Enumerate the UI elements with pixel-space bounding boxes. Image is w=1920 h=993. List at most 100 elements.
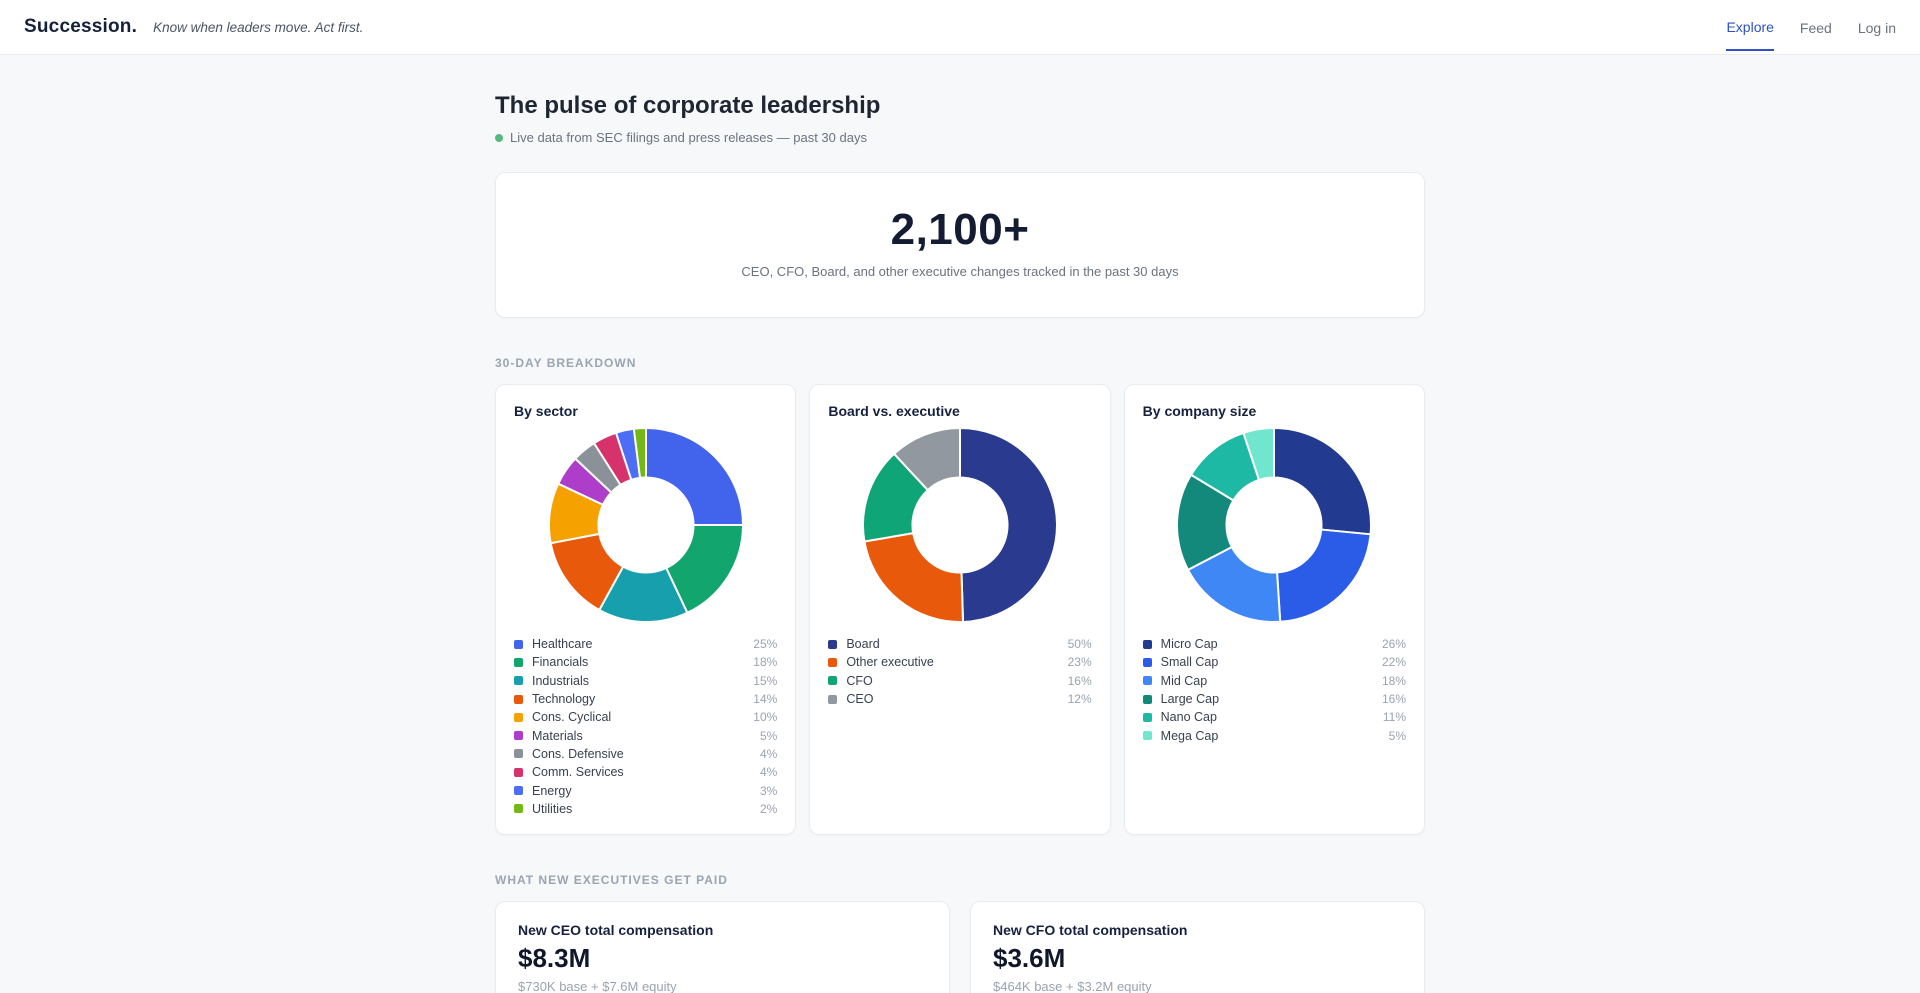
legend-value: 26% [1381, 637, 1406, 652]
donut-slice-ceo [893, 427, 961, 492]
live-data-note: Live data from SEC filings and press rel… [495, 130, 1425, 145]
pay-card-title: New CFO total compensation [993, 921, 1188, 938]
legend-swatch [514, 731, 523, 741]
donut-slice-micro-cap [1273, 427, 1373, 536]
legend-item: Micro Cap 26% [1142, 635, 1406, 653]
legend-value: 4% [759, 765, 778, 780]
legend-item: Large Cap 16% [1142, 690, 1406, 708]
legend-label: Board [846, 637, 880, 652]
top-bar: Succession. Know when leaders move. Act … [0, 0, 1920, 55]
section-label-breakdown: 30-DAY BREAKDOWN [495, 356, 637, 370]
legend-label: Large Cap [1160, 692, 1220, 707]
legend-item: Energy 3% [514, 781, 777, 799]
legend-swatch [828, 639, 838, 649]
donut-slice-utilities [632, 427, 647, 479]
chart-legend: Micro Cap 26% Small Cap 22% Mid Cap 18% Large … [1142, 635, 1406, 745]
stat-value: 2,100+ [890, 205, 1030, 254]
legend-swatch [1142, 712, 1152, 722]
legend-swatch [514, 676, 523, 686]
legend-label: Micro Cap [1160, 637, 1218, 652]
chart-legend: Healthcare 25% Financials 18% Industrials 15%… [514, 635, 777, 818]
legend-swatch [1142, 731, 1152, 741]
legend-item: Nano Cap 11% [1142, 708, 1406, 726]
legend-swatch [1142, 694, 1152, 704]
legend-item: Cons. Defensive 4% [514, 745, 777, 763]
nav-login[interactable]: Log in [1857, 20, 1896, 36]
legend-label: CEO [846, 692, 874, 707]
legend-item: Technology 14% [514, 690, 777, 708]
pay-breakdown-note: $730K base + $7.6M equity [518, 978, 677, 993]
legend-value: 10% [753, 710, 778, 725]
nav-explore[interactable]: Explore [1726, 3, 1774, 51]
legend-item: Other executive 23% [828, 653, 1092, 671]
legend-label: Small Cap [1160, 655, 1219, 670]
legend-label: Technology [532, 692, 596, 707]
breakdown-card-by-company-size: By company size Micro Cap 26% Small Cap 22% M… [1123, 384, 1425, 835]
compensation-cards-row: New CEO total compensation $8.3M $730K bas… [495, 900, 1425, 993]
live-status-text: Live data from SEC filings and press rel… [510, 130, 867, 145]
section-label-pay: WHAT NEW EXECUTIVES GET PAID [495, 872, 728, 887]
nav-feed[interactable]: Feed [1799, 20, 1832, 36]
donut-slice-other-executive [863, 532, 965, 623]
legend-value: 11% [1382, 710, 1406, 725]
donut-chart-wrap [514, 427, 777, 623]
legend-label: Nano Cap [1160, 710, 1217, 725]
donut-chart [1176, 427, 1373, 623]
legend-swatch [514, 694, 523, 704]
breakdown-card-by-sector: By sector Healthcare 25% Financials 18% Indus… [495, 384, 797, 835]
legend-swatch [1142, 657, 1152, 667]
legend-swatch [514, 657, 523, 667]
chart-title: By sector [514, 403, 578, 419]
pay-amount: $3.6M [993, 942, 1066, 973]
pay-card-title: New CEO total compensation [518, 921, 714, 938]
pay-card-new-ceo-total-compensation: New CEO total compensation $8.3M $730K bas… [495, 900, 950, 993]
legend-label: Healthcare [532, 637, 593, 652]
legend-swatch [514, 767, 523, 777]
legend-label: Cons. Defensive [532, 746, 624, 761]
chart-legend: Board 50% Other executive 23% CFO 16% CEO 12% [828, 635, 1092, 708]
legend-swatch [828, 676, 838, 686]
legend-label: Cons. Cyclical [532, 710, 612, 725]
pay-amount: $8.3M [518, 942, 591, 973]
legend-item: Cons. Cyclical 10% [514, 708, 777, 726]
legend-item: Financials 18% [514, 653, 777, 671]
legend-value: 5% [759, 728, 778, 743]
legend-label: Utilities [532, 801, 573, 816]
legend-item: Small Cap 22% [1142, 653, 1406, 671]
legend-value: 14% [753, 692, 778, 707]
brand-logo[interactable]: Succession. [24, 16, 138, 37]
legend-swatch [514, 786, 523, 796]
legend-item: Healthcare 25% [514, 635, 777, 653]
legend-label: Mid Cap [1160, 673, 1208, 688]
donut-chart [861, 427, 1058, 623]
legend-label: Mega Cap [1160, 728, 1219, 743]
donut-chart-wrap [1143, 427, 1406, 623]
legend-label: Industrials [532, 673, 589, 688]
legend-value: 22% [1381, 655, 1406, 670]
donut-slice-board [958, 427, 1058, 623]
main-nav: Explore Feed Log in [1726, 3, 1896, 51]
legend-value: 2% [759, 801, 778, 816]
pay-card-new-cfo-total-compensation: New CFO total compensation $3.6M $464K bas… [970, 900, 1425, 993]
main-content: The pulse of corporate leadership Live d… [495, 55, 1425, 993]
legend-item: Industrials 15% [514, 672, 777, 690]
breakdown-card-board-vs-executive: Board vs. executive Board 50% Other executi… [809, 384, 1111, 835]
legend-value: 12% [1067, 692, 1092, 707]
brand-tagline: Know when leaders move. Act first. [153, 19, 364, 35]
legend-value: 50% [1067, 637, 1092, 652]
legend-swatch [1142, 676, 1152, 686]
legend-value: 16% [1067, 673, 1092, 688]
legend-item: CFO 16% [828, 672, 1092, 690]
donut-chart-wrap [828, 427, 1091, 623]
donut-chart [547, 427, 744, 623]
legend-item: Mega Cap 5% [1142, 726, 1406, 744]
legend-swatch [828, 694, 838, 704]
pay-breakdown-note: $464K base + $3.2M equity [993, 978, 1152, 993]
legend-label: Financials [532, 655, 589, 670]
chart-title: Board vs. executive [828, 403, 960, 419]
legend-item: Board 50% [828, 635, 1092, 653]
legend-value: 18% [753, 655, 778, 670]
page-title: The pulse of corporate leadership [495, 92, 881, 119]
legend-value: 16% [1381, 692, 1406, 707]
legend-item: Comm. Services 4% [514, 763, 777, 781]
